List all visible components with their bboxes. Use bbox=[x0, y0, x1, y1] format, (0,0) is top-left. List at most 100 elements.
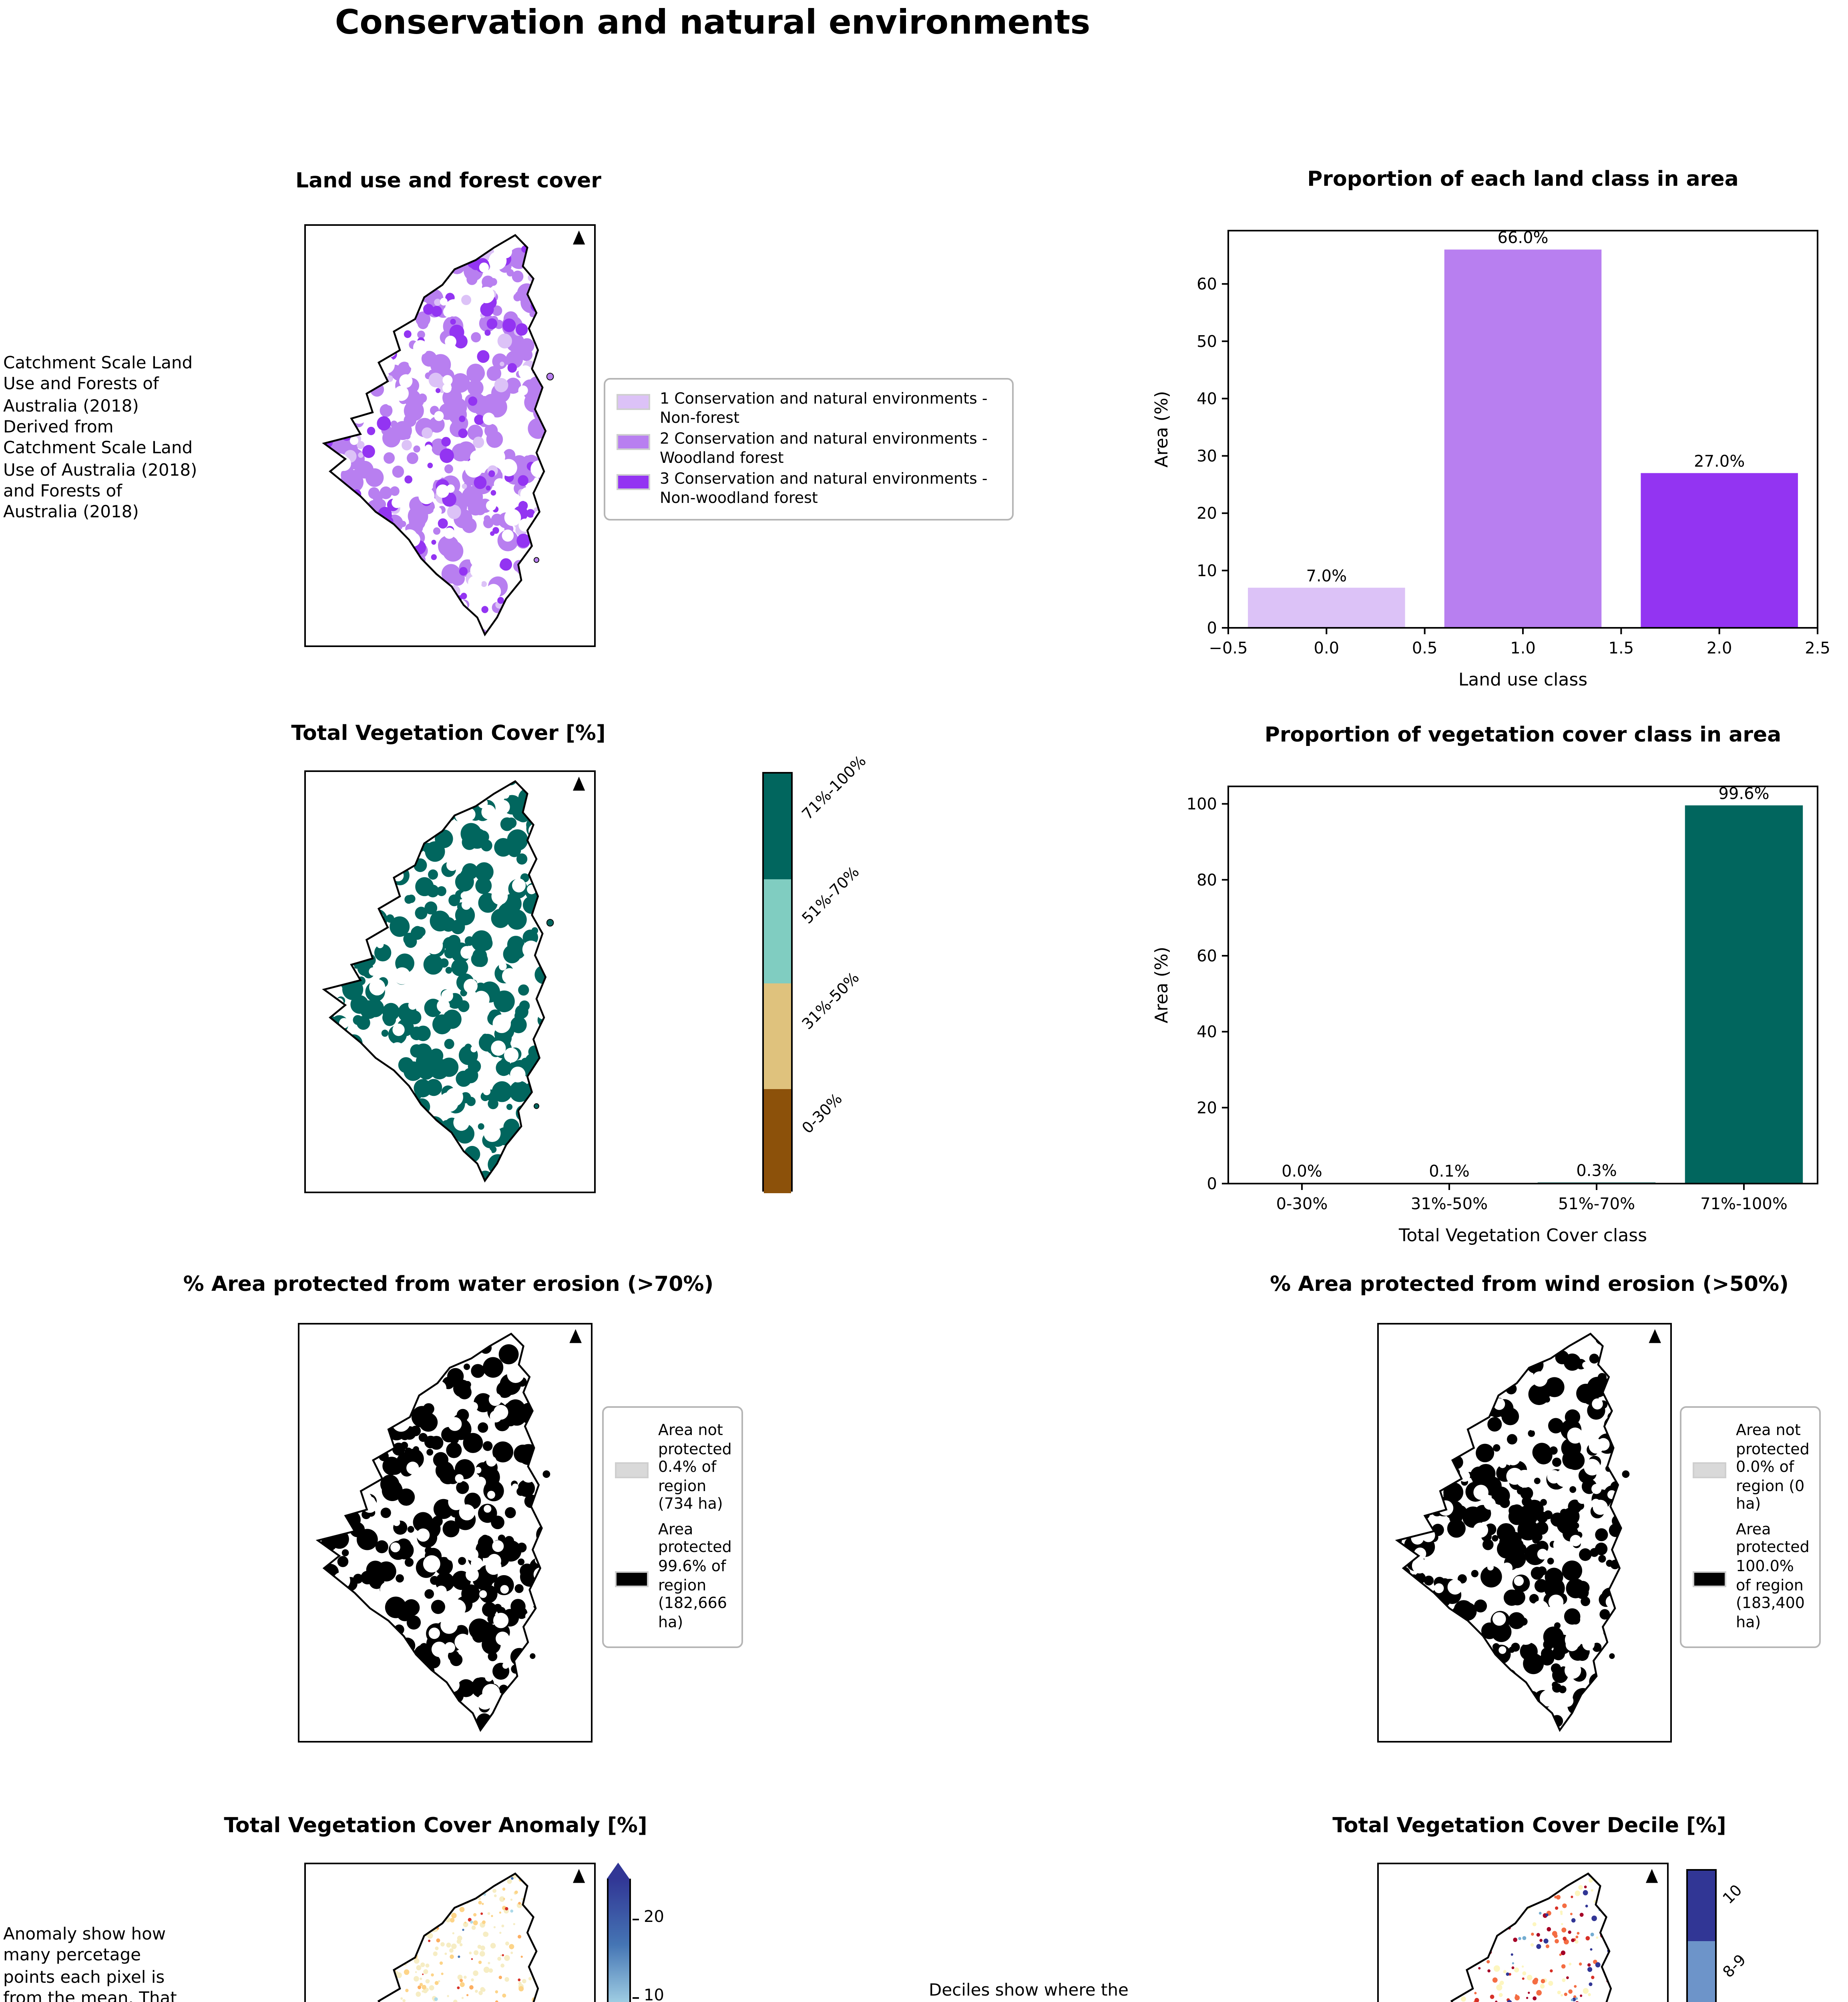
y-axis-label: Area (%) bbox=[1151, 391, 1172, 467]
colorbar-segment bbox=[764, 774, 791, 878]
x-tick-label: 51%-70% bbox=[1558, 1195, 1635, 1213]
colorbar-tick bbox=[633, 1997, 639, 1999]
bar bbox=[1685, 805, 1803, 1184]
decile-colorbar: 108-94-72-31 bbox=[1686, 1869, 1848, 2002]
north-arrow-icon bbox=[1649, 1329, 1661, 1343]
region-outline bbox=[322, 780, 547, 1183]
water-erosion-map bbox=[298, 1323, 593, 1743]
colorbar-segment bbox=[764, 1088, 791, 1193]
colorbar-segment bbox=[1688, 1940, 1715, 2002]
bar bbox=[1444, 249, 1602, 628]
y-tick-label: 50 bbox=[1197, 332, 1217, 351]
decile-map-title: Total Vegetation Cover Decile [%] bbox=[1332, 1815, 1726, 1839]
colorbar-segment bbox=[1688, 1871, 1715, 1941]
x-tick-label: 71%-100% bbox=[1700, 1195, 1788, 1213]
legend-item: Area not protected 0.4% of region (734 h… bbox=[615, 1422, 732, 1515]
colorbar-label: 31%-50% bbox=[799, 969, 864, 1034]
colorbar-label: 10 bbox=[1720, 1882, 1746, 1909]
land-class-bar-chart: 7.0% 66.0% 27.0% 0 10 20 30 40 50 60 −0.5 0.0 0.5 1.0… bbox=[1151, 167, 1830, 690]
colorbar-label: 8-9 bbox=[1720, 1952, 1750, 1983]
island bbox=[1622, 1470, 1630, 1478]
x-tick-label: 1.0 bbox=[1510, 639, 1536, 657]
colorbar-label: 71%-100% bbox=[799, 752, 870, 824]
anomaly-note: Anomaly show how many percetage points e… bbox=[3, 1925, 177, 2002]
x-tick-label: 0-30% bbox=[1276, 1195, 1328, 1213]
colorbar-tick-label: 20 bbox=[644, 1908, 664, 1926]
x-tick-label: 2.0 bbox=[1707, 639, 1732, 657]
legend-item: Area protected 100.0% of region (183,400… bbox=[1693, 1521, 1810, 1633]
region-outline bbox=[322, 234, 547, 637]
bar-value-label: 0.0% bbox=[1282, 1162, 1322, 1180]
bar-value-label: 27.0% bbox=[1694, 452, 1745, 471]
wind-erosion-legend: Area not protected 0.0% of region (0 ha)… bbox=[1680, 1406, 1821, 1649]
legend-label: Area protected 99.6% of region (182,666 … bbox=[658, 1521, 732, 1632]
x-axis-label: Total Vegetation Cover class bbox=[1398, 1225, 1647, 1246]
map-canvas bbox=[1397, 1869, 1658, 2002]
legend-label: Area not protected 0.0% of region (0 ha) bbox=[1736, 1422, 1810, 1514]
legend-item: 3 Conservation and natural environments … bbox=[617, 471, 1001, 509]
legend-swatch bbox=[1693, 1462, 1726, 1478]
bar-value-label: 0.1% bbox=[1429, 1162, 1470, 1180]
y-tick-label: 20 bbox=[1197, 1099, 1217, 1117]
region-outline bbox=[377, 1872, 539, 2002]
colorbar-segment bbox=[764, 983, 791, 1088]
legend-swatch bbox=[617, 434, 650, 450]
north-arrow-icon bbox=[572, 230, 585, 245]
island bbox=[533, 1103, 540, 1109]
legend-label: Area not protected 0.4% of region (734 h… bbox=[658, 1422, 732, 1514]
legend-swatch bbox=[615, 1462, 649, 1478]
legend-swatch bbox=[617, 394, 650, 410]
y-tick-label: 30 bbox=[1197, 447, 1217, 466]
legend-item: 2 Conservation and natural environments … bbox=[617, 431, 1001, 468]
y-tick-label: 0 bbox=[1207, 619, 1217, 637]
land-use-map-title: Land use and forest cover bbox=[295, 170, 601, 194]
bar-value-label: 7.0% bbox=[1306, 567, 1347, 585]
legend-swatch bbox=[1693, 1570, 1726, 1587]
north-arrow-icon bbox=[569, 1329, 582, 1343]
land-use-map bbox=[304, 224, 596, 647]
land-use-source-note: Catchment Scale Land Use and Forests of … bbox=[3, 354, 197, 523]
page-title: Conservation and natural environments bbox=[335, 3, 1091, 42]
colorbar-arrow-up bbox=[607, 1863, 629, 1879]
colorbar-tick-label: 10 bbox=[644, 1988, 664, 2002]
region-outline bbox=[1395, 1333, 1622, 1732]
legend-swatch bbox=[617, 474, 650, 491]
y-tick-label: 40 bbox=[1197, 390, 1217, 408]
y-tick-label: 80 bbox=[1197, 871, 1217, 889]
x-tick-label: 0.0 bbox=[1314, 639, 1340, 657]
island bbox=[533, 557, 540, 563]
decile-note: Deciles show where the pixel value lies … bbox=[929, 1981, 1129, 2000]
map-canvas bbox=[315, 1329, 582, 1732]
colorbar bbox=[607, 1879, 631, 2002]
veg-cover-bar-chart: 0.0% 0.1% 0.3% 99.6% 0 20 40 60 80 100 0-30% 31%-50… bbox=[1151, 723, 1818, 1246]
water-erosion-legend: Area not protected 0.4% of region (734 h… bbox=[602, 1406, 743, 1649]
veg-cover-map-title: Total Vegetation Cover [%] bbox=[291, 722, 606, 746]
y-tick-label: 10 bbox=[1197, 562, 1217, 580]
y-tick-label: 60 bbox=[1197, 947, 1217, 965]
chart-title: Proportion of vegetation cover class in … bbox=[1265, 723, 1781, 747]
map-canvas bbox=[324, 1869, 585, 2002]
legend-label: 1 Conservation and natural environments … bbox=[660, 391, 988, 427]
map-canvas bbox=[322, 230, 585, 637]
legend-item: 1 Conservation and natural environments … bbox=[617, 391, 1001, 428]
x-axis-label: Land use class bbox=[1458, 669, 1587, 690]
legend-label: 3 Conservation and natural environments … bbox=[660, 471, 988, 508]
north-arrow-icon bbox=[1645, 1869, 1658, 1883]
legend-item: Area protected 99.6% of region (182,666 … bbox=[615, 1521, 732, 1633]
y-tick-label: 60 bbox=[1197, 275, 1217, 293]
legend-item: Area not protected 0.0% of region (0 ha) bbox=[1693, 1422, 1810, 1515]
legend-label: Area protected 100.0% of region (183,400… bbox=[1736, 1521, 1810, 1632]
map-canvas bbox=[322, 776, 585, 1183]
legend-label: 2 Conservation and natural environments … bbox=[660, 431, 988, 467]
north-arrow-icon bbox=[572, 776, 585, 791]
veg-cover-map bbox=[304, 770, 596, 1193]
anomaly-map-title: Total Vegetation Cover Anomaly [%] bbox=[224, 1815, 647, 1839]
y-tick-label: 100 bbox=[1187, 795, 1217, 814]
island bbox=[542, 1470, 550, 1478]
y-axis-label: Area (%) bbox=[1151, 947, 1172, 1023]
x-tick-label: −0.5 bbox=[1209, 639, 1247, 657]
water-erosion-title: % Area protected from water erosion (>70… bbox=[183, 1273, 714, 1297]
anomaly-map bbox=[304, 1863, 596, 2002]
decile-map bbox=[1377, 1863, 1669, 2002]
